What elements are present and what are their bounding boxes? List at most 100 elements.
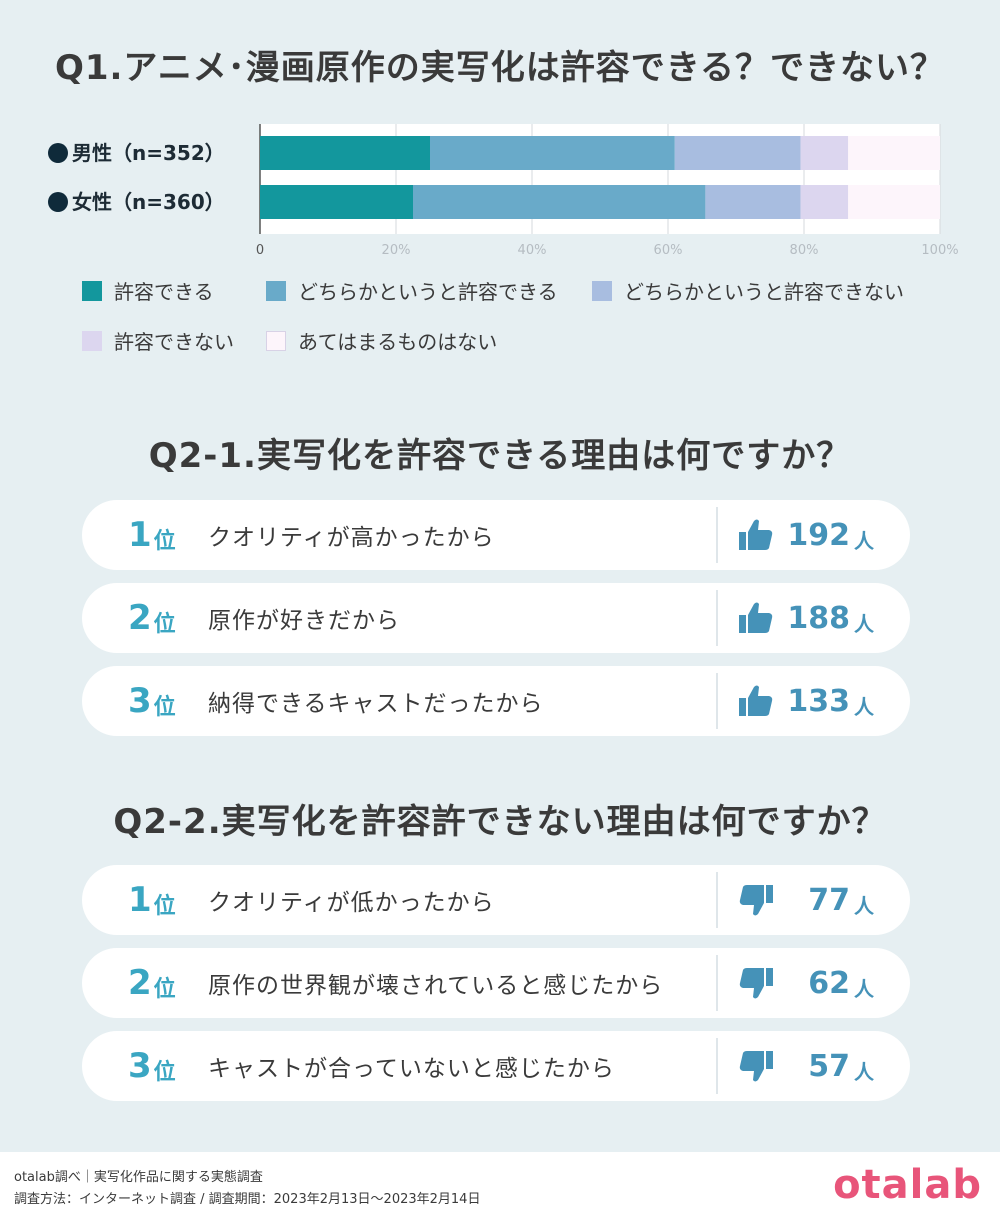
count-unit: 人: [854, 528, 874, 553]
rank-label: 原作が好きだから: [208, 608, 400, 634]
rank-unit: 位: [153, 612, 176, 637]
rank-count: 133 人: [787, 666, 874, 736]
count-unit: 人: [854, 694, 874, 719]
q2-2-title: Q2-2.実写化を許容許できない理由は何ですか？: [113, 802, 887, 842]
legend-item: どちらかというと許容できる: [266, 276, 558, 305]
rank-label: キャストが合っていないと感じたから: [208, 1056, 615, 1082]
count-unit: 人: [854, 611, 874, 636]
thumbs-down-icon: [738, 1048, 774, 1084]
rank-label: クオリティが高かったから: [208, 525, 495, 551]
x-tick-label: 40%: [518, 243, 547, 258]
legend-item: どちらかというと許容できない: [592, 276, 904, 305]
divider: [716, 1038, 718, 1094]
rank-label: 原作の世界観が壊されていると感じたから: [208, 973, 664, 999]
footer-method: 調査方法：インターネット調査 / 調査期間：2023年2月13日〜2023年2月…: [14, 1192, 481, 1207]
legend-label: どちらかというと許容できる: [298, 280, 558, 304]
rank-row: 1 位 クオリティが低かったから 77 人: [82, 865, 910, 935]
x-tick-label: 100%: [921, 243, 958, 258]
rank-row: 3 位 納得できるキャストだったから 133 人: [82, 666, 910, 736]
legend-swatch: [82, 330, 102, 351]
count-unit: 人: [854, 1059, 874, 1084]
rank-count: 57 人: [808, 1031, 874, 1101]
bar-segment: [800, 136, 849, 170]
bar-segment: [848, 185, 940, 219]
bar-segment: [413, 185, 706, 219]
brand-logo: otalab: [833, 1162, 982, 1208]
q2-2-ranking-list: 1 位クオリティが低かったから 77 人 2 位原作の世界観が壊されていると感じたから 62…: [82, 865, 910, 1114]
thumbs-down-icon: [738, 882, 774, 918]
x-tick-label: 20%: [382, 243, 411, 258]
bar-segment: [430, 136, 675, 170]
rank-value: 2: [128, 598, 152, 638]
rank-count: 62 人: [808, 948, 874, 1018]
q1-title: Q1.アニメ･漫画原作の実写化は許容できる？できない？: [54, 48, 946, 88]
x-tick-label: 60%: [654, 243, 683, 258]
legend-label: 許容できない: [114, 330, 234, 354]
bar-segment: [260, 136, 430, 170]
stacked-bar-chart: 0 20% 40% 60% 80% 100% 男性（n=352） 女性（n=360）: [48, 124, 959, 258]
count-value: 57: [808, 1048, 850, 1084]
divider: [716, 872, 718, 928]
category-marker: [48, 192, 68, 212]
x-tick-label: 0: [256, 243, 264, 258]
rank-count: 188 人: [787, 583, 874, 653]
rank-value: 1: [128, 880, 152, 920]
bar-segment: [848, 136, 940, 170]
count-value: 77: [808, 882, 850, 918]
bar-segment: [674, 136, 801, 170]
rank-label: 納得できるキャストだったから: [208, 691, 544, 717]
category-label: 女性（n=360）: [72, 190, 225, 214]
divider: [716, 507, 718, 563]
bar-segment: [705, 185, 801, 219]
thumbs-up-icon: [738, 683, 774, 719]
footer-source: otalab調べ｜実写化作品に関する実態調査: [14, 1170, 263, 1185]
count-value: 62: [808, 965, 850, 1001]
rank-row: 2 位 原作が好きだから 188 人: [82, 583, 910, 653]
legend-item: 許容できる: [82, 276, 214, 305]
rank-unit: 位: [153, 529, 176, 554]
count-unit: 人: [854, 893, 874, 918]
legend-item: 許容できない: [82, 326, 234, 355]
rank-count: 77 人: [808, 865, 874, 935]
category-label: 男性（n=352）: [72, 141, 225, 165]
divider: [716, 673, 718, 729]
rank-count: 192 人: [787, 500, 874, 570]
legend-swatch: [266, 330, 286, 351]
footer: otalab調べ｜実写化作品に関する実態調査 調査方法：インターネット調査 / …: [0, 1152, 1000, 1219]
legend-swatch: [266, 280, 286, 301]
q2-1-ranking-list: 1 位クオリティが高かったから 192 人 2 位原作が好きだから 188 人 3 位納得できるキ…: [82, 500, 910, 749]
thumbs-down-icon: [738, 965, 774, 1001]
rank-unit: 位: [153, 977, 176, 1002]
rank-label: クオリティが低かったから: [208, 890, 495, 916]
legend-label: あてはまるものはない: [298, 330, 498, 354]
rank-row: 2 位 原作の世界観が壊されていると感じたから 62 人: [82, 948, 910, 1018]
legend-item: あてはまるものはない: [266, 326, 497, 355]
rank-unit: 位: [153, 894, 176, 919]
rank-unit: 位: [153, 695, 176, 720]
count-value: 133: [787, 683, 850, 719]
legend-label: 許容できる: [114, 280, 214, 304]
divider: [716, 955, 718, 1011]
bar-segment: [800, 185, 849, 219]
rank-value: 3: [128, 1046, 152, 1086]
count-value: 192: [787, 517, 850, 553]
divider: [716, 590, 718, 646]
rank-value: 2: [128, 963, 152, 1003]
category-marker: [48, 143, 68, 163]
q2-1-title: Q2-1.実写化を許容できる理由は何ですか？: [148, 436, 852, 476]
rank-row: 3 位 キャストが合っていないと感じたから 57 人: [82, 1031, 910, 1101]
legend-swatch: [82, 280, 102, 301]
bar-segment: [260, 185, 413, 219]
rank-row: 1 位 クオリティが高かったから 192 人: [82, 500, 910, 570]
thumbs-up-icon: [738, 600, 774, 636]
count-unit: 人: [854, 976, 874, 1001]
count-value: 188: [787, 600, 850, 636]
rank-value: 1: [128, 515, 152, 555]
thumbs-up-icon: [738, 517, 774, 553]
